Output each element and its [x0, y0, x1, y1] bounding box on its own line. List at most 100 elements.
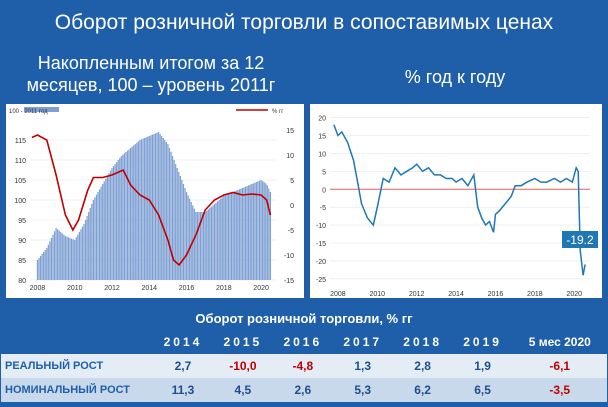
bar: [130, 148, 132, 280]
legend-line-label: % гг: [272, 109, 284, 115]
legend-bars-label: 100 - 2011 год: [9, 109, 48, 115]
bar: [103, 181, 105, 280]
bar: [212, 205, 214, 280]
x-tick-label: 2016: [179, 285, 195, 292]
bar: [199, 212, 202, 280]
bar: [246, 186, 248, 280]
bar: [203, 212, 205, 280]
bar: [89, 208, 91, 280]
table-row: РЕАЛЬНЫЙ РОСТ 2,7 -10,0 -4,8 1,3 2,8 1,9…: [1, 354, 607, 378]
annotation-box: [562, 231, 598, 248]
bar: [53, 231, 56, 280]
bar: [156, 132, 158, 280]
bar: [162, 138, 164, 280]
bar: [133, 145, 135, 280]
bar: [266, 185, 268, 280]
bar: [195, 212, 197, 280]
bar: [147, 136, 149, 280]
year-header: 2016: [283, 335, 323, 349]
x-tick-label: 2010: [369, 291, 385, 298]
bar: [66, 236, 68, 280]
table-cell: -3,5: [512, 378, 607, 402]
bar: [249, 184, 251, 280]
bar: [175, 164, 177, 280]
bar: [237, 190, 239, 280]
annotation-label: -19.2: [566, 233, 594, 247]
bar: [114, 164, 116, 280]
bar: [63, 234, 65, 280]
bar: [126, 150, 129, 280]
bar: [201, 212, 203, 280]
bar: [154, 133, 157, 280]
bar: [111, 168, 113, 280]
bar: [178, 172, 180, 280]
bar: [112, 166, 115, 280]
bar: [230, 192, 233, 280]
bar: [263, 182, 265, 280]
bar: [71, 238, 73, 280]
bar: [44, 250, 46, 280]
bar: [136, 142, 138, 280]
page-title: Оборот розничной торговли в сопоставимых…: [54, 11, 554, 34]
bar: [173, 160, 175, 280]
row-label: НОМИНАЛЬНЫЙ РОСТ: [1, 378, 153, 402]
right-y-tick-label: 5: [290, 178, 294, 185]
x-tick-label: 2008: [30, 285, 46, 292]
bar: [151, 134, 153, 280]
bar: [226, 194, 228, 280]
bar: [102, 184, 104, 280]
bar: [43, 252, 45, 280]
bar: [95, 194, 98, 280]
bar: [77, 234, 79, 280]
bar: [128, 149, 130, 280]
x-tick-label: 2020: [566, 291, 582, 298]
bar: [134, 144, 136, 280]
bar: [255, 182, 258, 280]
year-header: 2014: [163, 335, 203, 349]
bar: [258, 180, 261, 280]
bar: [46, 248, 48, 280]
left-y-tick-label: 90: [18, 238, 26, 245]
bar: [116, 162, 118, 280]
year-header: 2018: [403, 335, 442, 349]
bar: [196, 212, 199, 280]
right-y-tick-label: -5: [288, 228, 294, 235]
bar: [47, 244, 49, 280]
bar: [165, 142, 167, 280]
bar: [94, 197, 96, 280]
bar: [125, 152, 127, 280]
bar: [170, 152, 172, 280]
x-tick-label: 2014: [448, 291, 464, 298]
bar: [109, 170, 112, 280]
table-header-row: 2014 2015 2016 2017 2018 2019 5 мес 2020: [1, 330, 607, 354]
bar: [74, 240, 76, 280]
bar: [207, 209, 209, 280]
bar: [91, 204, 93, 280]
right-y-tick-label: -10: [284, 253, 294, 260]
bar: [78, 232, 81, 280]
right-chart-svg: 20 15 10 5 0 -5 -10 -15 -20 -25 2008 2010 2012 2014 20…: [316, 116, 598, 298]
bar: [72, 239, 74, 280]
row-label: РЕАЛЬНЫЙ РОСТ: [1, 354, 153, 378]
bar: [240, 188, 242, 280]
retail-table: Оборот розничной торговли, % гг 2014 201…: [0, 308, 608, 407]
bar: [234, 191, 236, 280]
bar: [86, 216, 88, 280]
bar: [81, 226, 84, 280]
bar: [164, 140, 166, 280]
year-header: 2019: [463, 335, 502, 349]
left-y-tick-label: 105: [14, 178, 26, 185]
bar: [84, 220, 87, 280]
left-y-tick-label: 80: [18, 278, 26, 285]
bar: [193, 208, 195, 280]
y-tick-label: 20: [318, 116, 326, 123]
bar: [215, 202, 217, 280]
bar: [185, 192, 188, 280]
bar: [179, 176, 181, 280]
bar: [198, 212, 200, 280]
bar: [184, 188, 186, 280]
left-chart-svg: 100 - 2011 год % гг 80859095100105110115…: [9, 107, 294, 292]
bar: [232, 192, 234, 280]
left-y-tick-label: 115: [15, 138, 26, 145]
bar: [140, 139, 143, 280]
